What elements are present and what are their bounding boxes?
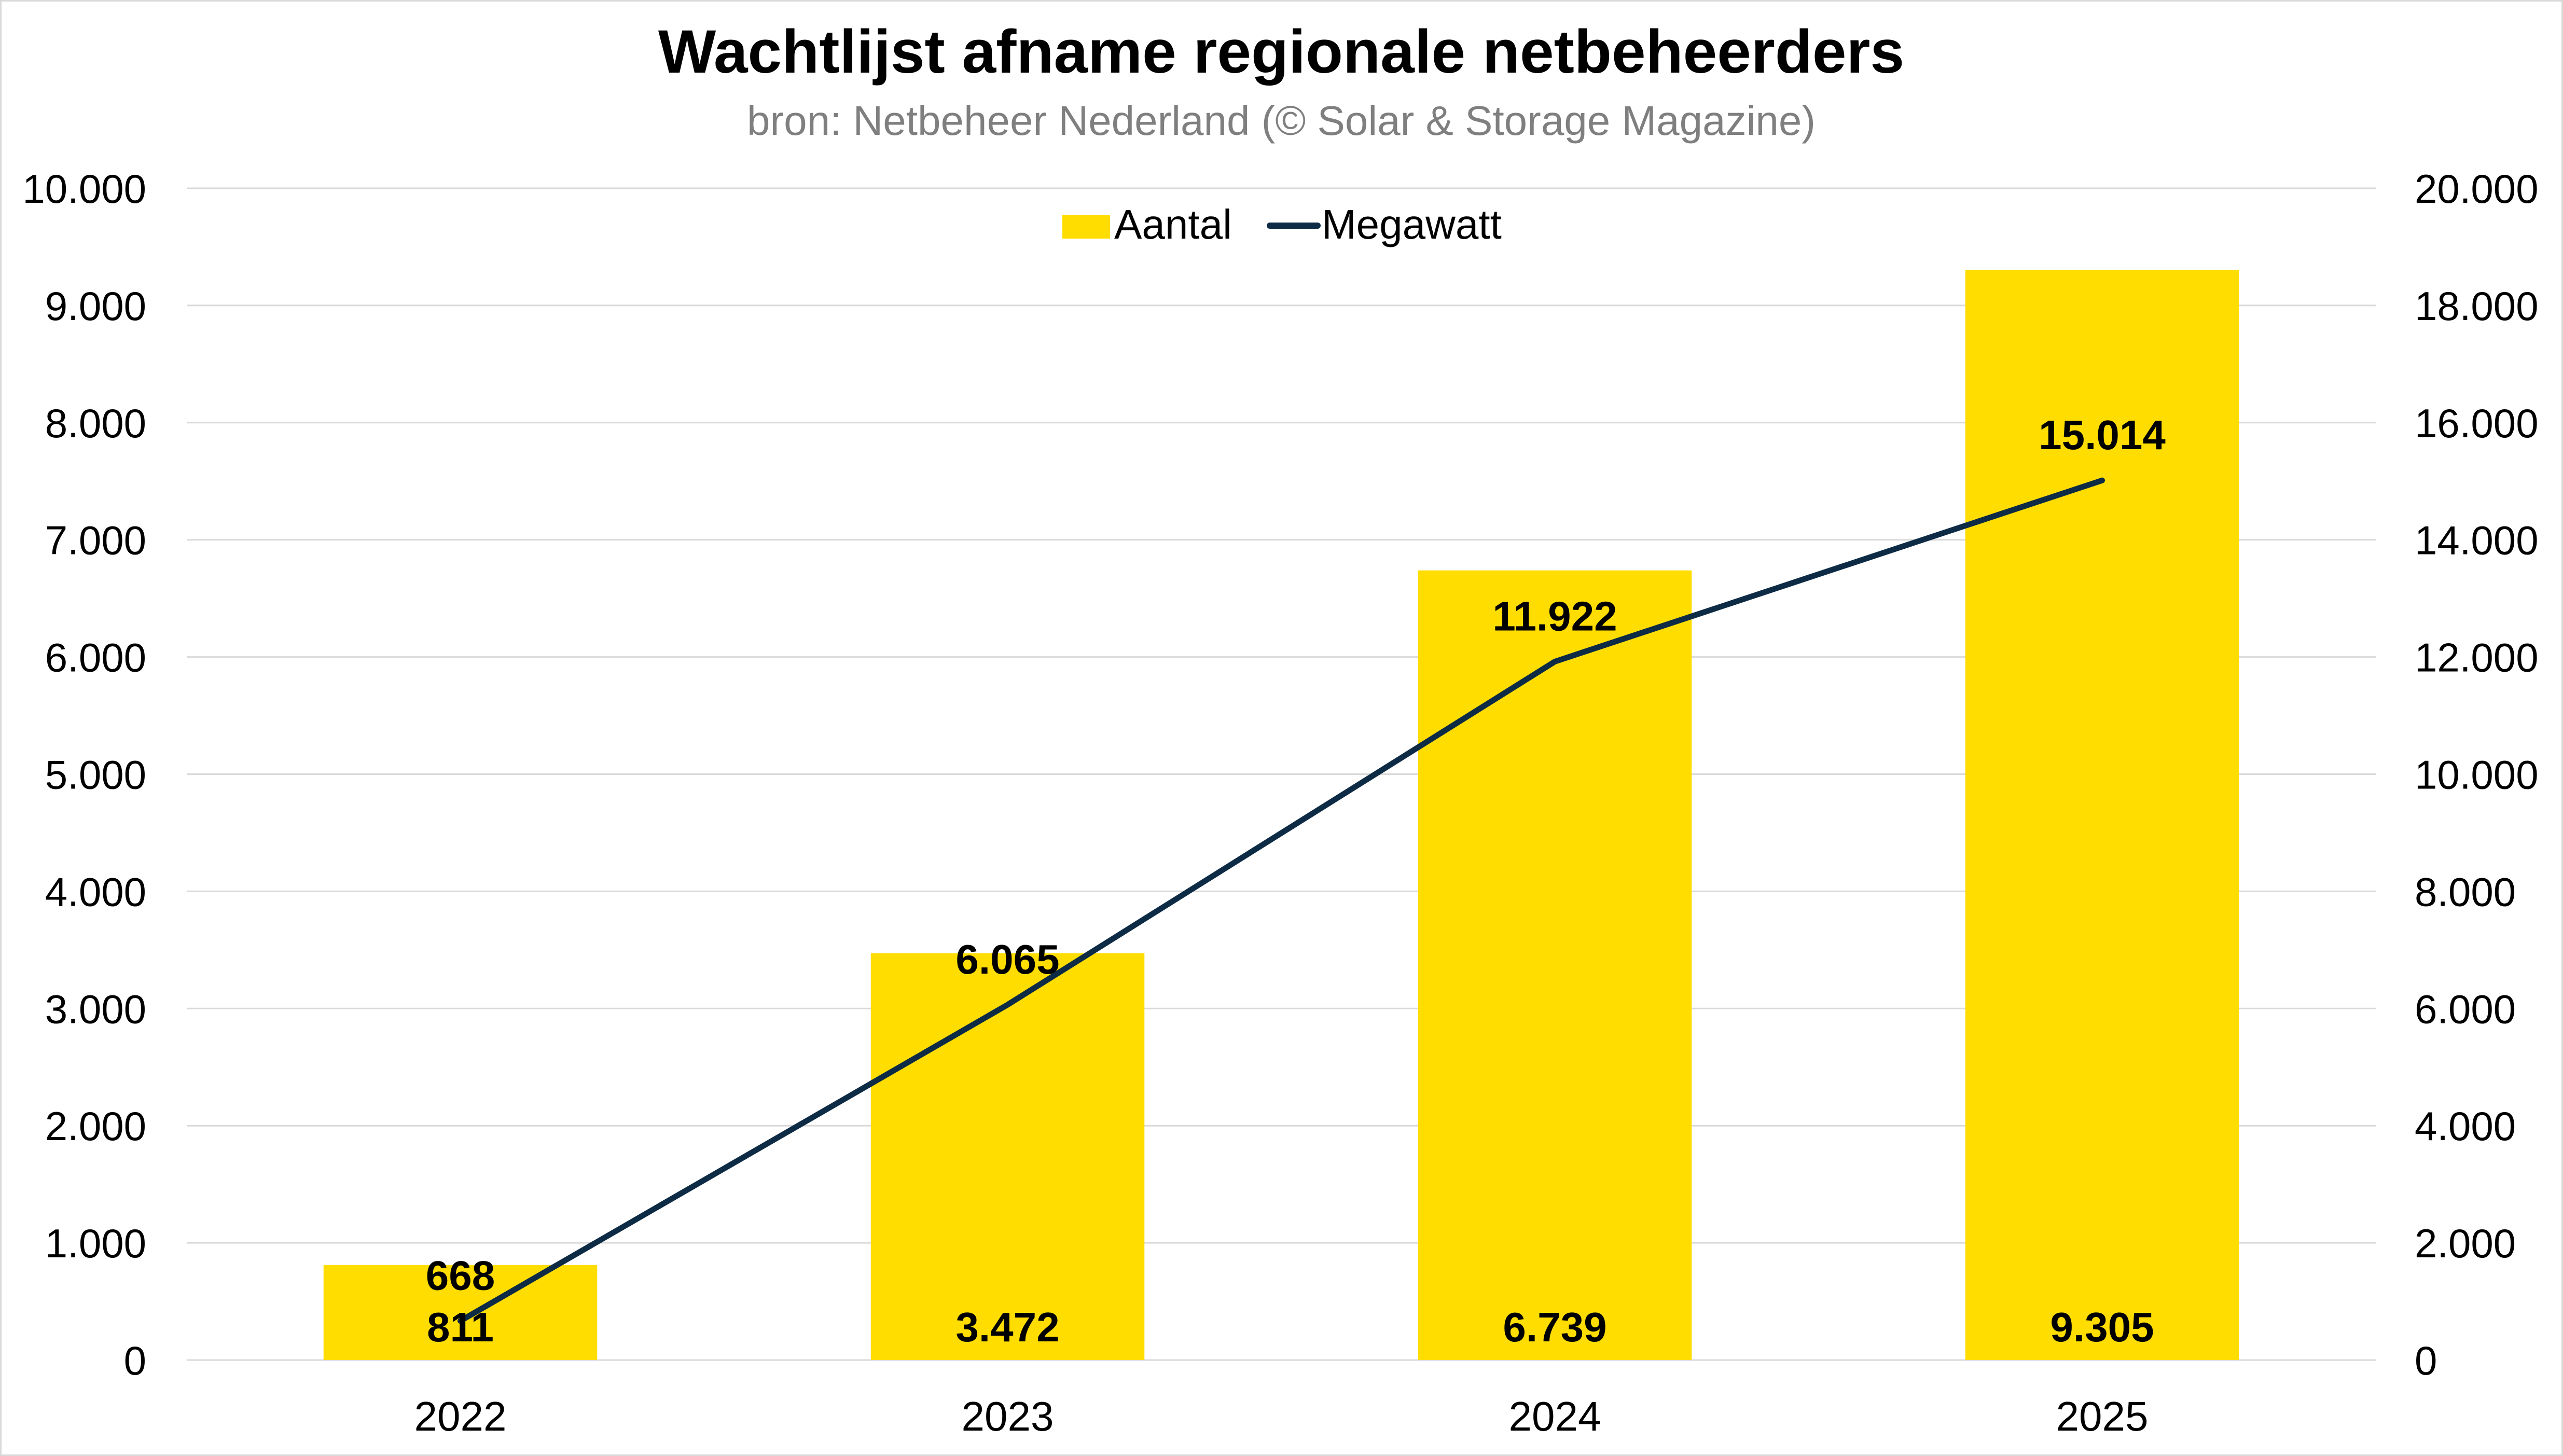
left-axis-tick-label: 6.000 xyxy=(45,635,146,681)
legend: Aantal Megawatt xyxy=(1062,201,1502,247)
right-axis-tick-label: 14.000 xyxy=(2415,518,2539,563)
left-axis-tick-label: 5.000 xyxy=(45,752,146,798)
left-axis-tick-label: 0 xyxy=(124,1338,146,1383)
line-value-label: 6.065 xyxy=(955,936,1059,982)
left-axis-tick-label: 2.000 xyxy=(45,1103,146,1149)
chart-title: Wachtlijst afname regionale netbeheerder… xyxy=(658,18,1904,86)
right-axis-tick-label: 6.000 xyxy=(2415,986,2516,1032)
bar-value-label: 811 xyxy=(427,1304,494,1350)
legend-swatch-aantal xyxy=(1062,215,1110,239)
bar-2022 xyxy=(323,1265,598,1360)
megawatt-line xyxy=(458,477,2105,1324)
left-axis-tick-label: 8.000 xyxy=(45,400,146,446)
left-axis-tick-label: 9.000 xyxy=(45,283,146,329)
legend-label-aantal: Aantal xyxy=(1114,201,1232,247)
right-axis-tick-label: 10.000 xyxy=(2415,752,2539,798)
x-axis-tick-label: 2022 xyxy=(414,1393,507,1439)
chart-subtitle: bron: Netbeheer Nederland (© Solar & Sto… xyxy=(747,98,1816,144)
left-axis-tick-label: 1.000 xyxy=(45,1221,146,1266)
right-axis-tick-label: 2.000 xyxy=(2415,1221,2516,1266)
line-series xyxy=(458,477,2105,1324)
left-axis: 0 1.000 2.000 3.000 4.000 5.000 6.000 7.000 8.00… xyxy=(22,166,146,1383)
left-axis-tick-label: 4.000 xyxy=(45,869,146,914)
legend-label-megawatt: Megawatt xyxy=(1322,201,1502,247)
left-axis-tick-label: 7.000 xyxy=(45,518,146,563)
x-axis-tick-label: 2025 xyxy=(2056,1393,2149,1439)
x-axis-tick-label: 2023 xyxy=(962,1393,1054,1439)
line-value-label: 11.922 xyxy=(1492,593,1617,639)
bar-value-label: 9.305 xyxy=(2050,1304,2154,1350)
right-axis: 0 2.000 4.000 6.000 8.000 10.000 12.000 14.000 1… xyxy=(2415,166,2539,1383)
x-axis: 2022 2023 2024 2025 xyxy=(414,1393,2149,1439)
bar-2023 xyxy=(870,953,1145,1360)
right-axis-tick-label: 16.000 xyxy=(2415,400,2539,446)
right-axis-tick-label: 12.000 xyxy=(2415,635,2539,681)
left-axis-tick-label: 10.000 xyxy=(22,166,146,212)
right-axis-tick-label: 8.000 xyxy=(2415,869,2516,914)
bar-value-label: 6.739 xyxy=(1503,1304,1606,1350)
line-value-label: 15.014 xyxy=(2039,412,2166,458)
right-axis-tick-label: 4.000 xyxy=(2415,1103,2516,1149)
right-axis-tick-label: 0 xyxy=(2415,1338,2437,1383)
bar-series xyxy=(323,270,2239,1360)
line-data-labels: 668 6.065 11.922 15.014 xyxy=(426,412,2166,1298)
right-axis-tick-label: 20.000 xyxy=(2415,166,2539,212)
bar-2024 xyxy=(1418,570,1692,1360)
line-value-label: 668 xyxy=(426,1253,495,1299)
bar-data-labels: 811 3.472 6.739 9.305 xyxy=(427,1304,2154,1350)
left-axis-tick-label: 3.000 xyxy=(45,986,146,1032)
bar-2025 xyxy=(1965,270,2239,1360)
bar-value-label: 3.472 xyxy=(955,1304,1059,1350)
right-axis-tick-label: 18.000 xyxy=(2415,283,2539,329)
x-axis-tick-label: 2024 xyxy=(1509,1393,1601,1439)
